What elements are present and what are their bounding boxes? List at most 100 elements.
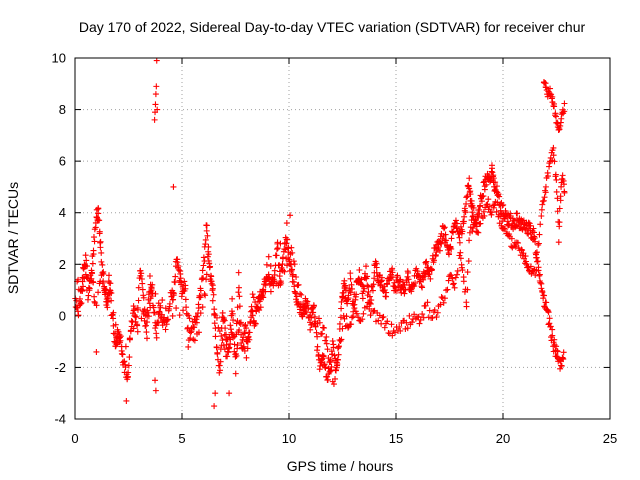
data-point	[328, 363, 335, 370]
data-point	[553, 188, 560, 195]
data-point	[347, 275, 354, 282]
data-point	[202, 236, 209, 243]
data-point	[432, 244, 439, 251]
data-point	[122, 364, 129, 371]
data-point	[538, 206, 545, 213]
data-point	[172, 273, 179, 280]
data-point	[175, 266, 182, 273]
data-point	[170, 183, 177, 190]
data-point	[110, 315, 117, 322]
data-point	[187, 329, 194, 336]
data-point	[164, 316, 171, 323]
data-point	[175, 262, 182, 269]
data-point	[551, 341, 558, 348]
data-point	[375, 317, 382, 324]
data-point	[384, 281, 391, 288]
data-point	[345, 292, 352, 299]
data-point	[322, 337, 329, 344]
data-point	[172, 279, 179, 286]
data-point	[459, 228, 466, 235]
data-point	[307, 312, 314, 319]
x-tick-label: 15	[389, 431, 403, 446]
data-point	[468, 217, 475, 224]
data-point	[249, 291, 256, 298]
data-point	[230, 334, 237, 341]
data-point	[224, 353, 231, 360]
data-point	[340, 312, 347, 319]
data-point	[80, 283, 87, 290]
data-point	[326, 359, 333, 366]
data-point	[359, 316, 366, 323]
data-point	[83, 273, 90, 280]
data-point	[166, 300, 173, 307]
data-point	[502, 226, 509, 233]
data-point	[322, 364, 329, 371]
data-point	[329, 337, 336, 344]
data-point	[359, 295, 366, 302]
data-point	[95, 205, 102, 212]
data-point	[267, 288, 274, 295]
data-point	[493, 183, 500, 190]
data-point	[378, 278, 385, 285]
data-point	[365, 288, 372, 295]
data-point	[444, 286, 451, 293]
data-point	[528, 270, 535, 277]
data-point	[145, 313, 152, 320]
data-point	[154, 106, 161, 113]
data-point	[148, 285, 155, 292]
data-point	[210, 291, 217, 298]
data-point	[214, 349, 221, 356]
data-point	[368, 297, 375, 304]
data-point	[387, 275, 394, 282]
data-point	[561, 189, 568, 196]
data-point	[257, 304, 264, 311]
data-point	[535, 240, 542, 247]
data-point	[461, 213, 468, 220]
data-point	[243, 354, 250, 361]
data-point	[543, 84, 550, 91]
data-point	[466, 237, 473, 244]
data-point	[75, 276, 82, 283]
data-point	[149, 281, 156, 288]
data-point	[289, 266, 296, 273]
data-point	[406, 312, 413, 319]
data-point	[554, 195, 561, 202]
data-point	[250, 294, 257, 301]
data-point	[246, 336, 253, 343]
data-point	[462, 209, 469, 216]
data-point	[335, 343, 342, 350]
data-point	[338, 298, 345, 305]
data-point	[231, 348, 238, 355]
data-point	[88, 275, 95, 282]
data-point	[364, 282, 371, 289]
data-point	[229, 310, 236, 317]
data-point	[452, 217, 459, 224]
data-point	[90, 279, 97, 286]
data-point	[230, 317, 237, 324]
data-point	[153, 334, 160, 341]
y-tick-label: 2	[59, 257, 66, 272]
data-point	[535, 264, 542, 271]
data-point	[226, 390, 233, 397]
data-point	[147, 304, 154, 311]
data-point	[241, 330, 248, 337]
data-point	[79, 287, 86, 294]
data-point	[121, 358, 128, 365]
data-point	[470, 204, 477, 211]
data-point	[296, 306, 303, 313]
y-axis-label: SDTVAR / TECUs	[5, 182, 21, 294]
data-point	[137, 267, 144, 274]
data-point	[448, 272, 455, 279]
data-point	[460, 278, 467, 285]
data-point	[552, 110, 559, 117]
data-point	[153, 57, 160, 64]
data-point	[308, 314, 315, 321]
data-point	[538, 280, 545, 287]
data-point	[546, 320, 553, 327]
data-point	[188, 328, 195, 335]
data-point	[506, 231, 513, 238]
data-point	[95, 289, 102, 296]
data-point	[468, 197, 475, 204]
data-point	[450, 281, 457, 288]
